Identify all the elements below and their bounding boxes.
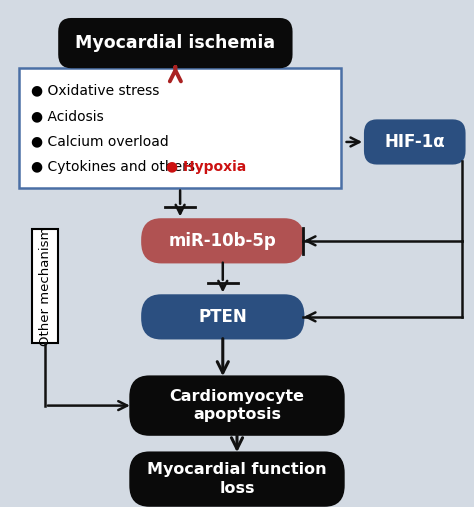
Text: PTEN: PTEN xyxy=(199,308,247,326)
Text: ● Oxidative stress: ● Oxidative stress xyxy=(31,83,159,97)
FancyBboxPatch shape xyxy=(19,68,341,188)
Text: Cardiomyocyte
apoptosis: Cardiomyocyte apoptosis xyxy=(170,389,304,422)
Text: ● Cytokines and others: ● Cytokines and others xyxy=(31,160,195,174)
Text: HIF-1α: HIF-1α xyxy=(384,133,445,151)
Text: ● Hypoxia: ● Hypoxia xyxy=(166,160,246,174)
Text: Other mechanism: Other mechanism xyxy=(38,227,52,346)
Text: Myocardial function
loss: Myocardial function loss xyxy=(147,462,327,496)
FancyBboxPatch shape xyxy=(32,229,58,344)
FancyBboxPatch shape xyxy=(59,19,292,67)
Text: miR-10b-5p: miR-10b-5p xyxy=(169,232,277,250)
FancyBboxPatch shape xyxy=(130,376,344,434)
Text: ● Acidosis: ● Acidosis xyxy=(31,109,103,123)
FancyBboxPatch shape xyxy=(130,452,344,506)
FancyBboxPatch shape xyxy=(142,295,303,339)
Text: Myocardial ischemia: Myocardial ischemia xyxy=(75,34,275,52)
FancyBboxPatch shape xyxy=(142,219,303,262)
Text: ● Calcium overload: ● Calcium overload xyxy=(31,134,169,149)
FancyBboxPatch shape xyxy=(365,121,465,163)
